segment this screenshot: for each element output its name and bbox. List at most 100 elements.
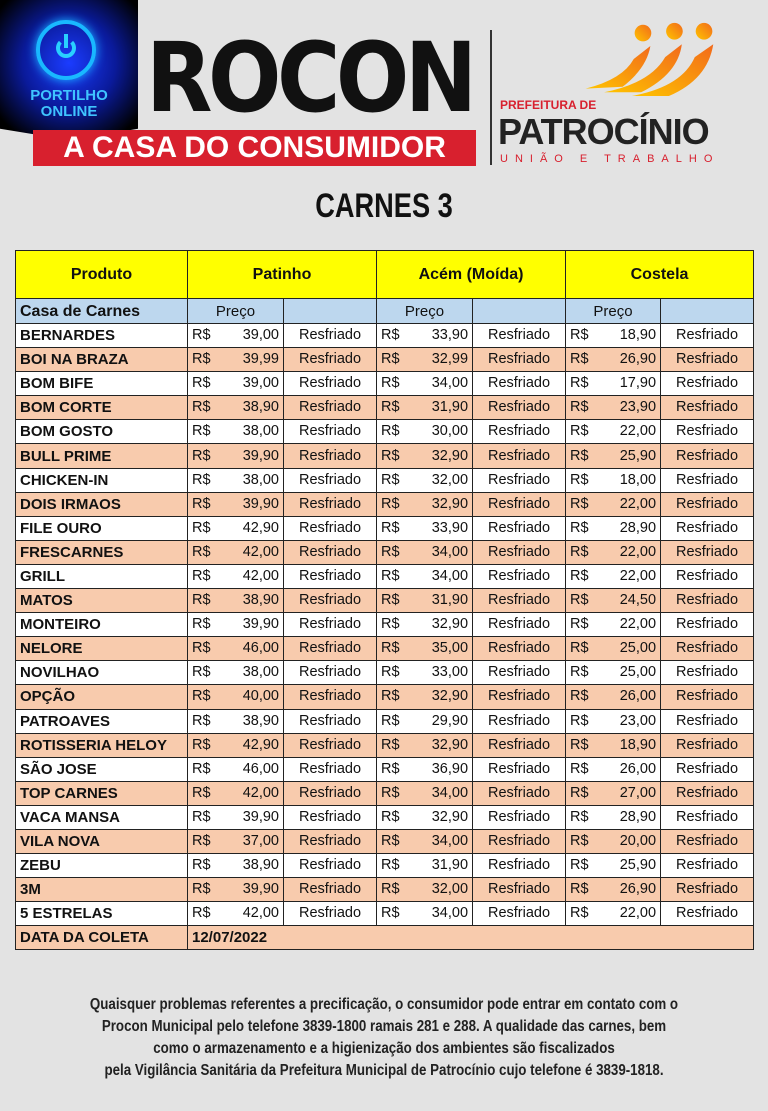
date-value: 12/07/2022: [186, 925, 755, 951]
price-value: 23,00: [619, 712, 657, 729]
currency-symbol: R$: [192, 688, 211, 705]
currency-symbol: R$: [570, 495, 589, 512]
store-name: BERNARDES: [15, 322, 188, 349]
price-costela: R$ 28,90: [565, 804, 662, 830]
store-name: ROTISSERIA HELOY: [15, 732, 188, 758]
currency-symbol: R$: [381, 833, 400, 850]
storage-state: Resfriado: [282, 660, 378, 686]
table-row: VACA MANSA R$ 39,90 Resfriado R$ 32,90 Resfria…: [15, 804, 755, 830]
price-value: 34,00: [431, 833, 469, 850]
price-value: 26,90: [619, 351, 657, 368]
price-value: 31,90: [431, 399, 469, 416]
price-value: 34,00: [431, 375, 469, 392]
storage-state: Resfriado: [282, 732, 378, 758]
table-subheader-row: Casa de Carnes Preço Preço Preço: [15, 298, 755, 324]
price-value: 39,00: [242, 327, 279, 344]
storage-state: Resfriado: [282, 877, 378, 903]
currency-symbol: R$: [192, 327, 211, 344]
storage-state: Resfriado: [660, 467, 755, 493]
currency-symbol: R$: [570, 808, 589, 825]
price-patinho: R$ 38,90: [187, 588, 284, 614]
storage-state: Resfriado: [660, 684, 755, 710]
currency-symbol: R$: [381, 327, 400, 344]
price-value: 33,90: [431, 519, 469, 536]
price-acem: R$ 33,90: [376, 515, 474, 541]
price-costela: R$ 22,00: [565, 612, 662, 638]
storage-state: Resfriado: [472, 588, 567, 614]
subheader-empty: [472, 298, 567, 324]
table-row: ZEBU R$ 38,90 Resfriado R$ 31,90 Resfriado R$ 25…: [15, 853, 755, 879]
table-row: BOM BIFE R$ 39,00 Resfriado R$ 34,00 Resfriado…: [15, 371, 755, 397]
price-value: 26,00: [619, 760, 657, 777]
price-value: 38,00: [242, 471, 279, 488]
table-row: 3M R$ 39,90 Resfriado R$ 32,00 Resfriado R$ 26,9…: [15, 877, 755, 903]
price-value: 26,00: [619, 688, 657, 705]
store-name: BOI NA BRAZA: [15, 347, 188, 373]
storage-state: Resfriado: [472, 491, 567, 517]
currency-symbol: R$: [192, 592, 211, 609]
storage-state: Resfriado: [282, 491, 378, 517]
store-name: OPÇÃO: [15, 684, 188, 710]
table-row: 5 ESTRELAS R$ 42,00 Resfriado R$ 34,00 Resfria…: [15, 901, 755, 927]
store-name: PATROAVES: [15, 708, 188, 734]
price-costela: R$ 28,90: [565, 515, 662, 541]
price-patinho: R$ 39,90: [187, 443, 284, 469]
storage-state: Resfriado: [282, 780, 378, 806]
price-acem: R$ 34,00: [376, 539, 474, 565]
price-acem: R$ 32,00: [376, 467, 474, 493]
header-acem: Acém (Moída): [376, 250, 567, 299]
subheader-store: Casa de Carnes: [15, 298, 188, 324]
price-costela: R$ 18,00: [565, 467, 662, 493]
price-costela: R$ 25,90: [565, 853, 662, 879]
price-value: 22,00: [619, 495, 657, 512]
price-value: 32,99: [431, 351, 469, 368]
currency-symbol: R$: [381, 808, 400, 825]
storage-state: Resfriado: [472, 660, 567, 686]
price-costela: R$ 26,90: [565, 877, 662, 903]
price-patinho: R$ 42,90: [187, 515, 284, 541]
price-value: 37,00: [242, 833, 279, 850]
currency-symbol: R$: [192, 640, 211, 657]
price-patinho: R$ 46,00: [187, 636, 284, 662]
currency-symbol: R$: [381, 351, 400, 368]
price-value: 33,00: [431, 664, 469, 681]
table-row: NOVILHAO R$ 38,00 Resfriado R$ 33,00 Resfriado…: [15, 660, 755, 686]
currency-symbol: R$: [192, 567, 211, 584]
price-value: 25,90: [619, 857, 657, 874]
store-name: VILA NOVA: [15, 828, 188, 855]
price-acem: R$ 32,90: [376, 491, 474, 517]
price-patinho: R$ 38,00: [187, 419, 284, 445]
currency-symbol: R$: [381, 567, 400, 584]
store-name: CHICKEN-IN: [15, 467, 188, 493]
storage-state: Resfriado: [472, 467, 567, 493]
storage-state: Resfriado: [472, 732, 567, 758]
currency-symbol: R$: [381, 447, 400, 464]
price-value: 38,00: [242, 423, 279, 440]
price-value: 32,90: [431, 736, 469, 753]
storage-state: Resfriado: [282, 539, 378, 565]
currency-symbol: R$: [381, 543, 400, 560]
price-acem: R$ 31,90: [376, 853, 474, 879]
storage-state: Resfriado: [282, 612, 378, 638]
storage-state: Resfriado: [472, 636, 567, 662]
currency-symbol: R$: [570, 857, 589, 874]
currency-symbol: R$: [570, 640, 589, 657]
table-row: GRILL R$ 42,00 Resfriado R$ 34,00 Resfriado R$ 2…: [15, 563, 755, 590]
footer-line: Procon Municipal pelo telefone 3839-1800…: [101, 1018, 667, 1035]
currency-symbol: R$: [192, 905, 211, 922]
price-value: 22,00: [619, 616, 657, 633]
price-costela: R$ 27,00: [565, 780, 662, 806]
price-costela: R$ 23,90: [565, 395, 662, 421]
store-name: BOM CORTE: [15, 395, 188, 421]
currency-symbol: R$: [192, 833, 211, 850]
currency-symbol: R$: [192, 375, 211, 392]
price-patinho: R$ 38,90: [187, 853, 284, 879]
subheader-price: Preço: [187, 298, 284, 324]
price-acem: R$ 32,90: [376, 684, 474, 710]
price-patinho: R$ 40,00: [187, 684, 284, 710]
currency-symbol: R$: [192, 664, 211, 681]
price-patinho: R$ 42,00: [187, 901, 284, 927]
storage-state: Resfriado: [660, 636, 755, 662]
storage-state: Resfriado: [660, 347, 755, 373]
table-row: NELORE R$ 46,00 Resfriado R$ 35,00 Resfriado R$…: [15, 636, 755, 662]
